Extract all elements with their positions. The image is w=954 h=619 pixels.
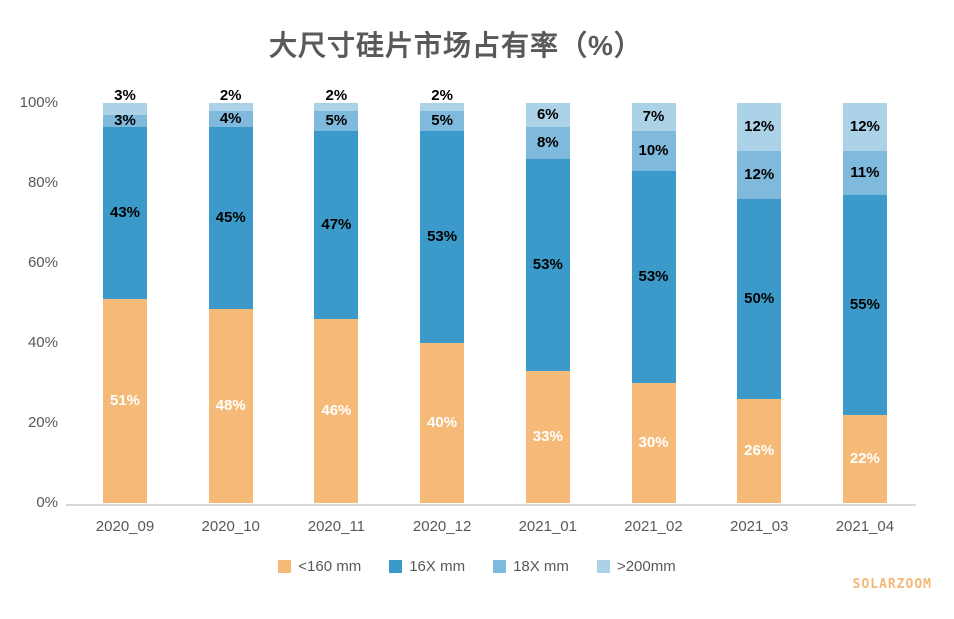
bar-segment-label: 3%	[114, 112, 136, 129]
bar-segment-label: 5%	[325, 112, 348, 129]
bar-segment	[314, 131, 359, 319]
bar-segment-label: 26%	[744, 442, 775, 459]
bar-segment	[631, 383, 676, 503]
bar-segment-label: 30%	[638, 434, 669, 451]
x-axis-line	[66, 504, 916, 506]
legend-label: <160 mm	[298, 558, 362, 575]
bar-segment	[737, 199, 782, 399]
bar-segment	[525, 127, 570, 159]
legend-label: >200mm	[616, 558, 676, 575]
bar-segment	[208, 309, 253, 503]
legend-item: <160 mm	[278, 558, 361, 575]
bar-segment-label: 12%	[744, 118, 775, 135]
bar-segment-label: 12%	[849, 118, 880, 135]
bar-segment	[842, 415, 887, 503]
x-axis-tick-label: 2021_01	[518, 518, 577, 535]
x-axis-tick-label: 2020_12	[412, 518, 472, 535]
x-axis-tick-label: 2020_09	[95, 518, 155, 535]
y-axis-tick-label: 20%	[27, 414, 58, 431]
bar-segment-label: 12%	[744, 166, 775, 183]
bar-segment-label: 2%	[431, 87, 453, 104]
y-axis-tick-label: 60%	[27, 254, 58, 271]
bar-segment	[631, 103, 676, 131]
x-axis-tick-label: 2021_04	[835, 518, 895, 535]
bar-segment	[631, 171, 676, 383]
bar-segment	[737, 103, 782, 151]
bar-segment-label: 22%	[849, 450, 880, 467]
bar-segment	[103, 299, 147, 503]
legend: <160 mm 16X mm 18X mm >200mm	[0, 558, 954, 575]
bar-segment-label: 45%	[215, 209, 246, 227]
bar-segment-label: 43%	[109, 204, 141, 221]
bar-segment	[420, 131, 465, 343]
bar-segment-label: 4%	[219, 110, 242, 128]
legend-swatch-icon	[389, 560, 403, 573]
bar-segment	[420, 111, 465, 131]
legend-swatch-icon	[278, 560, 292, 573]
y-axis-tick-label: 40%	[27, 334, 58, 351]
x-axis-tick-label: 2020_11	[307, 518, 366, 535]
legend-swatch-icon	[493, 560, 507, 573]
x-axis-tick-label: 2021_03	[729, 518, 789, 535]
bar-segment	[208, 127, 253, 310]
bar-segment	[208, 111, 253, 128]
bar-segment	[103, 103, 147, 115]
bar-segment-label: 2%	[219, 87, 242, 104]
bar-segment	[631, 131, 676, 171]
bar-segment	[103, 115, 147, 127]
bar-segment-label: 46%	[321, 402, 352, 419]
legend-item: 16X mm	[389, 558, 465, 575]
legend-swatch-icon	[596, 560, 610, 573]
bar-segment-label: 53%	[427, 228, 458, 245]
bar-segment-label: 2%	[325, 87, 348, 104]
y-axis-tick-label: 0%	[36, 494, 58, 511]
bar-segment	[420, 103, 465, 111]
bar-segment-label: 40%	[427, 414, 458, 431]
bar-segment	[314, 103, 359, 111]
bar-segment	[314, 319, 359, 503]
bar-segment	[420, 343, 465, 503]
bar-segment	[208, 103, 253, 112]
bar-segment	[842, 103, 887, 151]
bar-segment	[737, 151, 782, 199]
bar-segment-label: 10%	[638, 142, 669, 159]
bar-segment	[842, 195, 887, 415]
bar-segment	[737, 399, 782, 503]
bar-segment-label: 50%	[744, 290, 775, 307]
bar-segment-label: 55%	[849, 296, 880, 313]
watermark: SOLARZOOM	[852, 577, 932, 592]
y-axis-tick-label: 80%	[27, 174, 58, 191]
legend-item: >200mm	[596, 558, 676, 575]
bar-segment	[842, 151, 887, 195]
bar-segment-label: 11%	[850, 164, 880, 181]
bar-segment-label: 3%	[114, 87, 136, 104]
x-axis-tick-label: 2020_10	[201, 518, 260, 535]
bar-segment-label: 6%	[536, 106, 559, 123]
bar-segment	[314, 111, 359, 131]
x-axis-tick-label: 2021_02	[624, 518, 683, 535]
bar-segment	[525, 371, 570, 503]
bar-segment-label: 8%	[536, 134, 559, 151]
bar-segment-label: 5%	[431, 112, 453, 129]
legend-label: 18X mm	[513, 558, 569, 575]
chart-title: 大尺寸硅片市场占有率（%）	[269, 30, 643, 61]
bar-segment	[525, 159, 570, 371]
y-axis-tick-label: 100%	[19, 94, 58, 111]
bar-segment-label: 33%	[532, 428, 563, 445]
bar-segment-label: 53%	[532, 256, 563, 273]
legend-item: 18X mm	[493, 558, 569, 575]
bar-segment	[103, 127, 147, 299]
bar-segment	[525, 103, 570, 127]
legend-label: 16X mm	[409, 558, 466, 575]
bar-segment-label: 7%	[642, 108, 665, 125]
bar-segment-label: 51%	[109, 392, 141, 409]
bar-segment-label: 48%	[215, 397, 246, 415]
bar-segment-label: 53%	[638, 268, 669, 285]
bar-segment-label: 47%	[321, 216, 352, 233]
